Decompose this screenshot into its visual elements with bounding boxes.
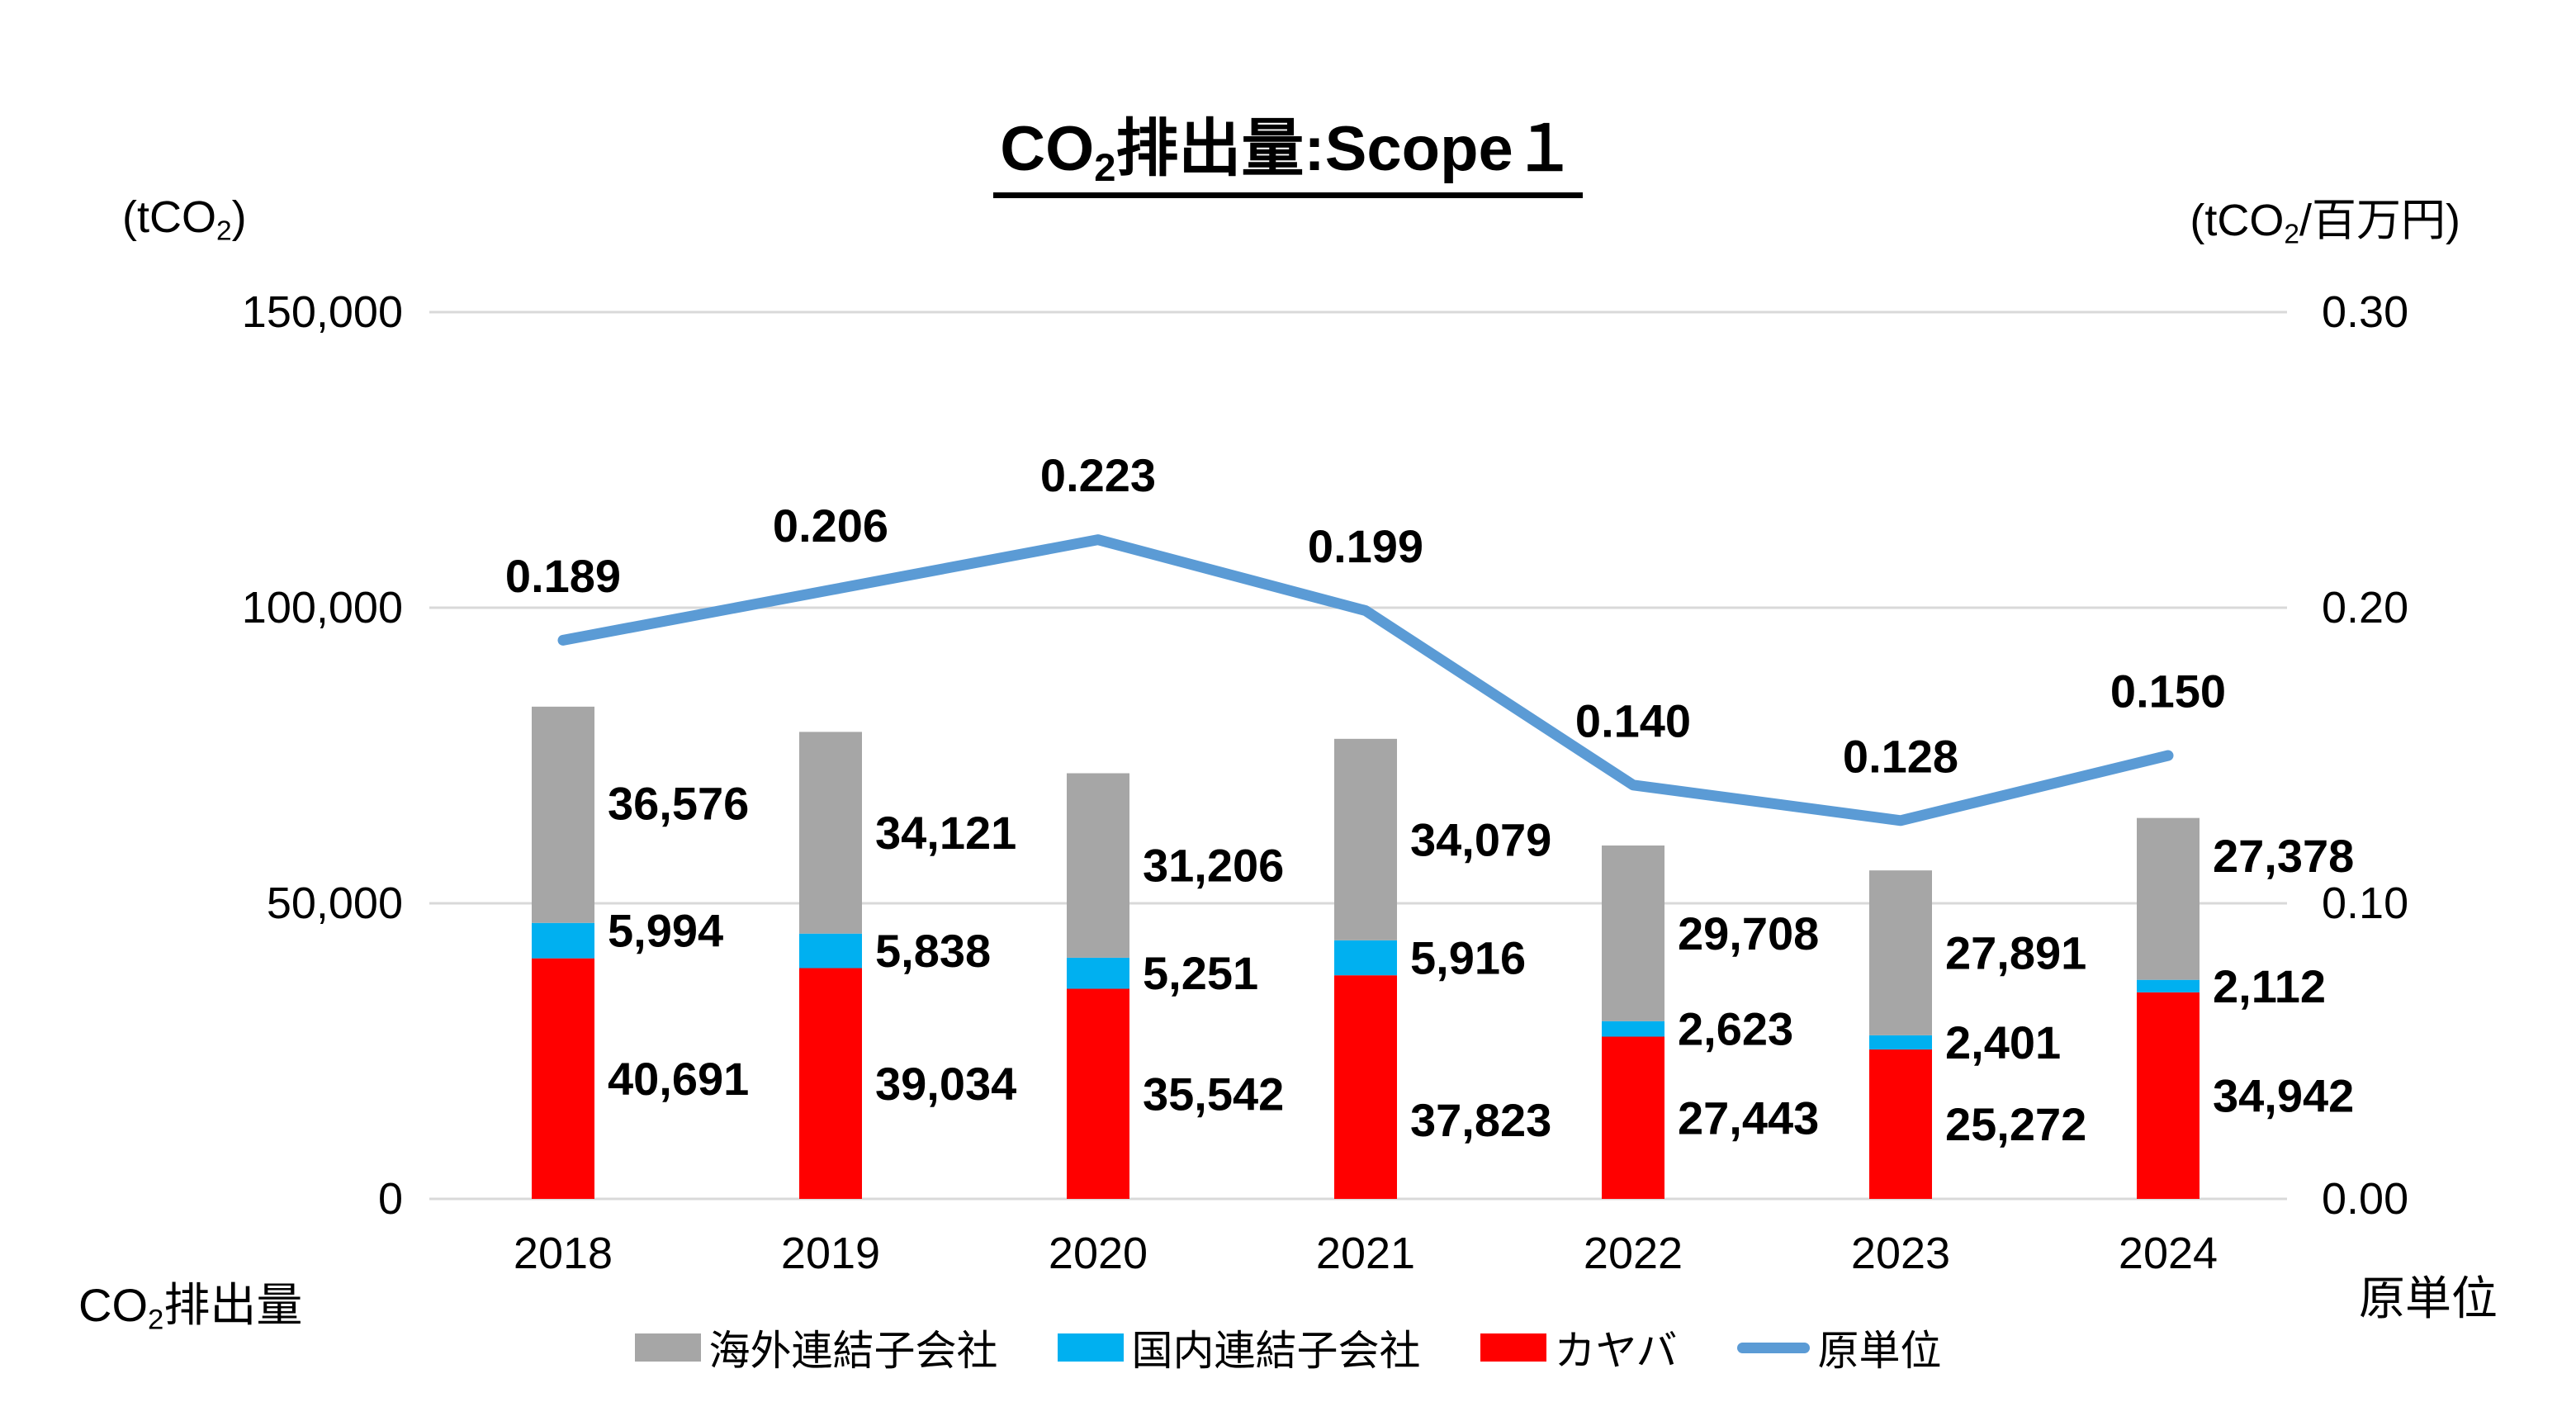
bar-segment-kyb <box>1602 1036 1664 1199</box>
bars-axis-caption-subscript: 2 <box>148 1304 164 1336</box>
line-axis-caption: 原単位 <box>2359 1272 2498 1324</box>
x-axis-year-label: 2019 <box>781 1229 880 1278</box>
bar-segment-label-kyb: 25,272 <box>1945 1098 2086 1150</box>
x-axis-year-label: 2022 <box>1584 1229 1683 1278</box>
bar-segment-kyb <box>799 968 862 1199</box>
bar-segment-label-kyb: 35,542 <box>1143 1068 1284 1120</box>
right-axis-tick-label: 0.00 <box>2322 1174 2408 1224</box>
bar-segment-label-domestic: 2,112 <box>2213 960 2326 1012</box>
bar-segment-domestic <box>1602 1021 1664 1037</box>
bar-segment-label-overseas: 34,121 <box>875 807 1016 859</box>
bar-segment-label-overseas: 27,378 <box>2213 830 2354 882</box>
bar-segment-label-domestic: 5,838 <box>875 925 991 977</box>
left-axis-tick-label: 150,000 <box>242 287 403 337</box>
bar-segment-label-kyb: 37,823 <box>1410 1094 1551 1146</box>
chart-title: CO2排出量:Scope１ <box>0 97 2576 198</box>
bar-segment-label-overseas: 34,079 <box>1410 813 1551 865</box>
line-point-label: 0.140 <box>1575 694 1691 746</box>
bar-segment-overseas <box>1067 773 1129 958</box>
line-point-label: 0.128 <box>1843 730 1958 782</box>
legend-label: カヤバ <box>1554 1328 1678 1374</box>
legend-label: 海外連結子会社 <box>708 1328 998 1374</box>
legend-item-domestic: 国内連結子会社 <box>1057 1318 1421 1377</box>
x-axis-year-label: 2018 <box>514 1229 613 1278</box>
bar-segment-domestic <box>799 933 862 969</box>
chart-title-text: CO2排出量:Scope１ <box>993 114 1583 198</box>
bars-axis-caption: CO2排出量 <box>78 1268 302 1337</box>
bar-segment-domestic <box>1869 1035 1932 1050</box>
chart-title-subscript: 2 <box>1094 145 1116 190</box>
bar-segment-kyb <box>2137 992 2200 1199</box>
left-axis-tick-label: 0 <box>378 1174 403 1224</box>
left-axis-unit-suffix: ) <box>231 192 247 242</box>
bar-segment-kyb <box>1067 988 1129 1199</box>
x-axis-year-label: 2023 <box>1851 1229 1950 1278</box>
bar-segment-overseas <box>1602 845 1664 1021</box>
legend-label: 原単位 <box>1817 1328 1942 1374</box>
right-axis-tick-label: 0.20 <box>2322 583 2408 632</box>
legend-swatch-overseas-square <box>634 1333 701 1362</box>
bar-segment-overseas <box>532 706 594 923</box>
line-point-label: 0.223 <box>1040 449 1156 501</box>
line-point-label: 0.199 <box>1308 520 1423 572</box>
right-axis-unit-prefix: (tCO <box>2190 196 2285 245</box>
bar-segment-kyb <box>1869 1049 1932 1199</box>
left-axis-unit-prefix: (tCO <box>122 192 216 242</box>
right-axis-unit-suffix: /百万円) <box>2299 196 2460 245</box>
right-axis-unit-subscript: 2 <box>2284 219 2299 250</box>
bar-segment-label-domestic: 2,401 <box>1945 1016 2061 1068</box>
x-axis-year-label: 2021 <box>1316 1229 1415 1278</box>
right-axis-tick-label: 0.30 <box>2322 287 2408 337</box>
legend-item-line: 原単位 <box>1736 1318 1942 1377</box>
bar-segment-label-overseas: 29,708 <box>1678 907 1819 959</box>
bar-segment-label-kyb: 34,942 <box>2213 1069 2354 1121</box>
right-axis-unit-label: (tCO2/百万円) <box>2190 183 2460 250</box>
legend-swatch-line-line <box>1736 1342 1810 1353</box>
bar-segment-overseas <box>1334 738 1397 940</box>
line-point-label: 0.206 <box>773 500 888 552</box>
legend-swatch-kyb-square <box>1480 1333 1546 1362</box>
bar-segment-label-overseas: 31,206 <box>1143 840 1284 892</box>
bar-segment-label-domestic: 5,251 <box>1143 947 1258 999</box>
line-point-label: 0.189 <box>505 550 621 602</box>
legend-swatch-domestic-square <box>1057 1333 1124 1362</box>
bar-segment-kyb <box>532 958 594 1199</box>
legend-item-overseas: 海外連結子会社 <box>634 1318 998 1377</box>
bars-axis-caption-suffix: 排出量 <box>163 1279 303 1331</box>
chart-title-suffix: 排出量:Scope１ <box>1115 114 1576 184</box>
left-axis-tick-label: 100,000 <box>242 583 403 632</box>
x-axis-year-label: 2020 <box>1049 1229 1148 1278</box>
chart-legend: 海外連結子会社 国内連結子会社 カヤバ 原単位 <box>0 1318 2576 1377</box>
bar-segment-label-kyb: 40,691 <box>608 1053 749 1105</box>
bar-segment-label-domestic: 5,916 <box>1410 932 1526 984</box>
x-axis-year-label: 2024 <box>2119 1229 2218 1278</box>
bar-segment-overseas <box>1869 870 1932 1035</box>
line-point-label: 0.150 <box>2110 666 2226 718</box>
bar-segment-label-overseas: 27,891 <box>1945 927 2086 979</box>
bar-segment-label-domestic: 2,623 <box>1678 1003 1793 1055</box>
bar-segment-domestic <box>532 922 594 959</box>
bar-segment-kyb <box>1334 975 1397 1199</box>
bar-segment-domestic <box>1334 940 1397 976</box>
left-axis-tick-label: 50,000 <box>267 879 403 928</box>
bar-segment-overseas <box>2137 817 2200 980</box>
bar-segment-label-kyb: 39,034 <box>875 1058 1016 1110</box>
bar-segment-domestic <box>1067 957 1129 989</box>
bar-segment-label-kyb: 27,443 <box>1678 1092 1819 1144</box>
right-axis-tick-label: 0.10 <box>2322 879 2408 928</box>
left-axis-unit-label: (tCO2) <box>122 192 247 247</box>
chart-title-prefix: CO <box>1000 114 1095 184</box>
legend-item-kyb: カヤバ <box>1480 1318 1678 1377</box>
intensity-line <box>557 534 2174 827</box>
bars-axis-caption-prefix: CO <box>78 1279 148 1331</box>
bar-segment-domestic <box>2137 979 2200 992</box>
bar-segment-overseas <box>799 732 862 934</box>
bar-segment-label-domestic: 5,994 <box>608 905 723 957</box>
left-axis-unit-subscript: 2 <box>216 216 232 247</box>
bar-segment-label-overseas: 36,576 <box>608 777 749 829</box>
legend-label: 国内連結子会社 <box>1131 1328 1421 1374</box>
